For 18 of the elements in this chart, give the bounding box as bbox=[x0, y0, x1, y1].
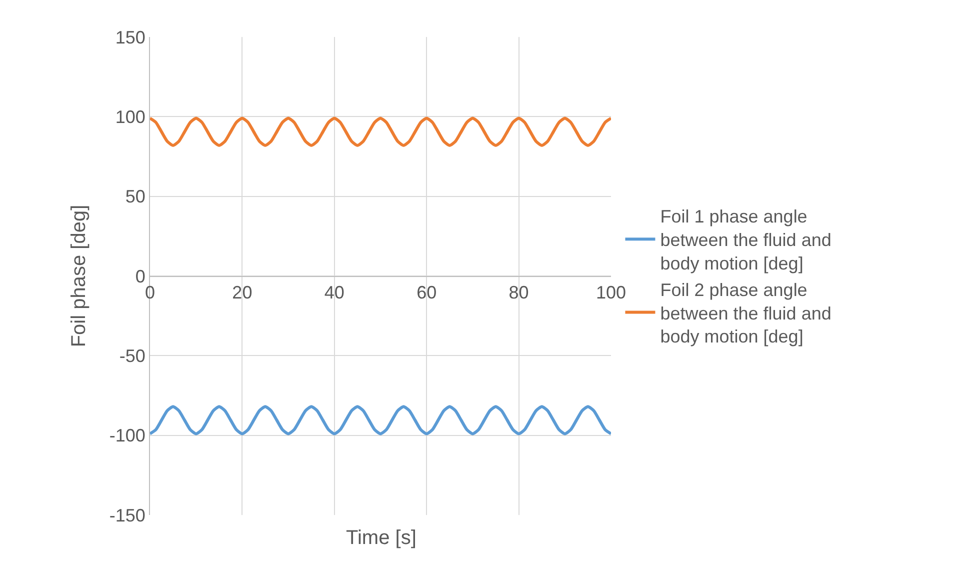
line-series bbox=[150, 405, 611, 436]
legend-label: Foil 1 phase angle between the fluid and body motion [deg] bbox=[660, 206, 832, 274]
y-tick-label: -50 bbox=[119, 346, 146, 366]
x-axis-title: Time [s] bbox=[346, 527, 416, 549]
y-tick-label: 0 bbox=[135, 266, 146, 286]
x-tick-label: 80 bbox=[508, 282, 529, 303]
x-tick-label: 60 bbox=[416, 282, 437, 303]
y-tick-label: -150 bbox=[109, 505, 146, 526]
line-series bbox=[150, 116, 611, 147]
y-axis-title: Foil phase [deg] bbox=[68, 204, 90, 348]
y-tick-label: 50 bbox=[125, 186, 146, 207]
x-tick-label: 100 bbox=[596, 282, 626, 303]
y-tick-label: -100 bbox=[109, 426, 146, 446]
x-tick-label: 40 bbox=[324, 282, 344, 303]
x-tick-label: 20 bbox=[232, 282, 252, 303]
y-tick-label: 100 bbox=[115, 106, 146, 127]
legend-label: Foil 2 phase angle between the fluid and body motion [deg] bbox=[660, 280, 832, 347]
y-tick-label: 150 bbox=[115, 27, 146, 48]
